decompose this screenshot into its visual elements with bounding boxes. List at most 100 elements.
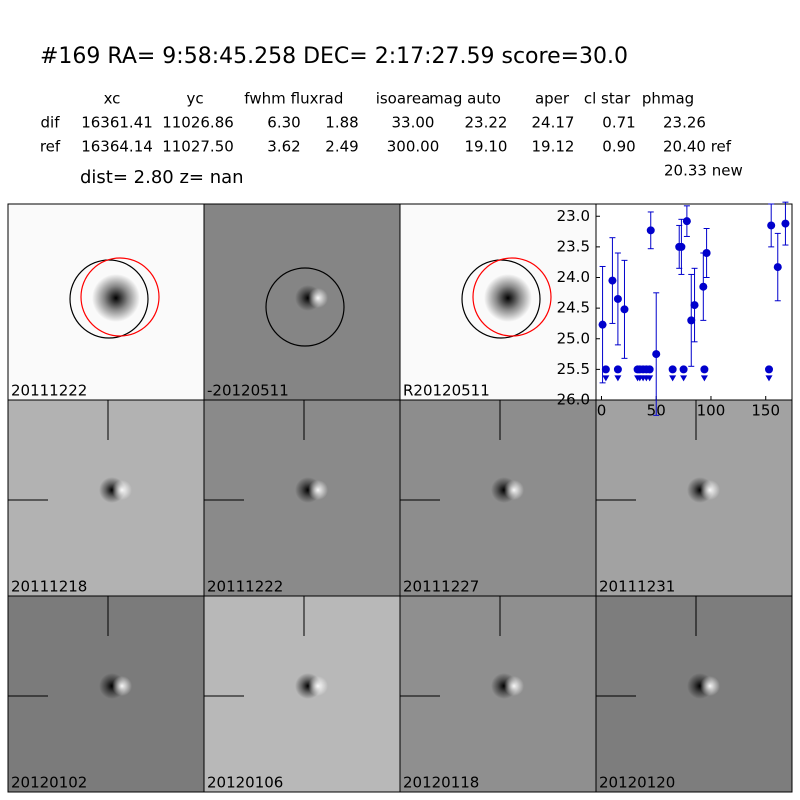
table-cell: 23.26 (663, 114, 706, 132)
column-header: cl star (584, 90, 631, 108)
table-cell: 24.17 (532, 114, 575, 132)
data-point (679, 365, 688, 374)
column-header: xc (104, 90, 121, 108)
x-tick-label: 0 (597, 402, 607, 420)
column-header: fwhm (244, 90, 285, 108)
cutout-label: R20120511 (403, 382, 490, 400)
table-cell: 3.62 (267, 138, 300, 156)
data-point (702, 249, 711, 257)
data-point (700, 365, 709, 374)
table-cell: 0.71 (602, 114, 635, 132)
cutout-label: 20111222 (11, 382, 87, 400)
cutout-label: 20111227 (403, 578, 479, 596)
column-header: phmag (642, 90, 694, 108)
column-header: yc (186, 90, 203, 108)
cutout-label: 20120120 (599, 774, 675, 792)
data-point (598, 320, 607, 329)
upper-limit-arrow (602, 375, 610, 382)
y-tick-label: 23.5 (557, 237, 590, 255)
residual (308, 288, 328, 308)
residual (700, 676, 720, 696)
table-cell: 11027.50 (162, 138, 234, 156)
y-tick-label: 24.0 (557, 268, 590, 286)
data-point (613, 294, 622, 303)
data-point (646, 226, 655, 235)
residual (112, 676, 132, 696)
data-point (668, 365, 677, 374)
cutout-label: 20111218 (11, 578, 87, 596)
data-point (687, 316, 696, 325)
x-tick-label: 150 (751, 402, 780, 420)
y-tick-label: 26.0 (557, 391, 590, 409)
source (484, 274, 532, 322)
cutout-label: 20111222 (207, 578, 283, 596)
upper-limit-arrow (680, 375, 688, 382)
y-tick-label: 23.0 (557, 207, 590, 225)
residual (504, 480, 524, 500)
residual (700, 480, 720, 500)
cutout-label: 20120102 (11, 774, 87, 792)
table-cell: 23.22 (465, 114, 508, 132)
source (92, 274, 140, 322)
residual (308, 480, 328, 500)
aperture (472, 257, 552, 337)
data-point (781, 219, 790, 228)
data-point (608, 276, 617, 285)
aperture (80, 257, 160, 337)
table-cell: 20.40 ref (663, 138, 732, 156)
data-point (652, 350, 661, 359)
phmag-new: 20.33 new (664, 162, 743, 180)
table-cell: 19.12 (532, 138, 575, 156)
upper-limit-arrow (669, 375, 677, 382)
title: #169 RA= 9:58:45.258 DEC= 2:17:27.59 sco… (40, 44, 628, 69)
table-cell: 16361.41 (81, 114, 153, 132)
light-curve: 23.023.524.024.525.025.526.00 50 100 150 (557, 201, 793, 420)
data-point (699, 282, 708, 291)
table-cell: 2.49 (325, 138, 358, 156)
cutout-label: -20120511 (207, 382, 289, 400)
data-point (765, 365, 774, 374)
y-tick-label: 24.5 (557, 299, 590, 317)
column-header: mag auto (429, 90, 501, 108)
column-header: aper (535, 90, 570, 108)
residual (112, 480, 132, 500)
data-point (645, 365, 654, 374)
data-point (613, 365, 622, 374)
residual (308, 676, 328, 696)
table-cell: 16364.14 (81, 138, 153, 156)
y-tick-label: 25.0 (557, 329, 590, 347)
upper-limit-arrow (700, 375, 708, 382)
residual (504, 676, 524, 696)
cutout-label: 20111231 (599, 578, 675, 596)
cutout-label: 20120118 (403, 774, 479, 792)
image-grid: 20111222 -20120511 R20120511 20111218 201112… (7, 203, 793, 793)
table-cell: 6.30 (267, 114, 300, 132)
column-header: fluxrad (291, 90, 344, 108)
data-point (677, 242, 686, 251)
upper-limit-arrow (614, 375, 622, 382)
dist-line: dist= 2.80 z= nan (80, 167, 244, 188)
table-cell: 33.00 (392, 114, 435, 132)
data-point (773, 263, 782, 272)
data-point (620, 305, 629, 314)
table-cell: 1.88 (325, 114, 358, 132)
aperture (265, 267, 345, 347)
table-cell: 19.10 (465, 138, 508, 156)
data-point (767, 221, 776, 230)
column-header: isoarea (376, 90, 431, 108)
x-tick-label: 100 (697, 402, 726, 420)
upper-limit-arrow (646, 375, 654, 382)
upper-limit-arrow (765, 375, 773, 382)
data-point (601, 365, 610, 374)
table-cell: 11026.86 (162, 114, 234, 132)
table-cell: 0.90 (602, 138, 635, 156)
cutout-label: 20120106 (207, 774, 283, 792)
data-point (690, 301, 699, 310)
y-tick-label: 25.5 (557, 360, 590, 378)
table-cell: dif (41, 114, 61, 132)
table-cell: 300.00 (387, 138, 440, 156)
table-cell: ref (40, 138, 61, 156)
data-point (682, 217, 691, 226)
